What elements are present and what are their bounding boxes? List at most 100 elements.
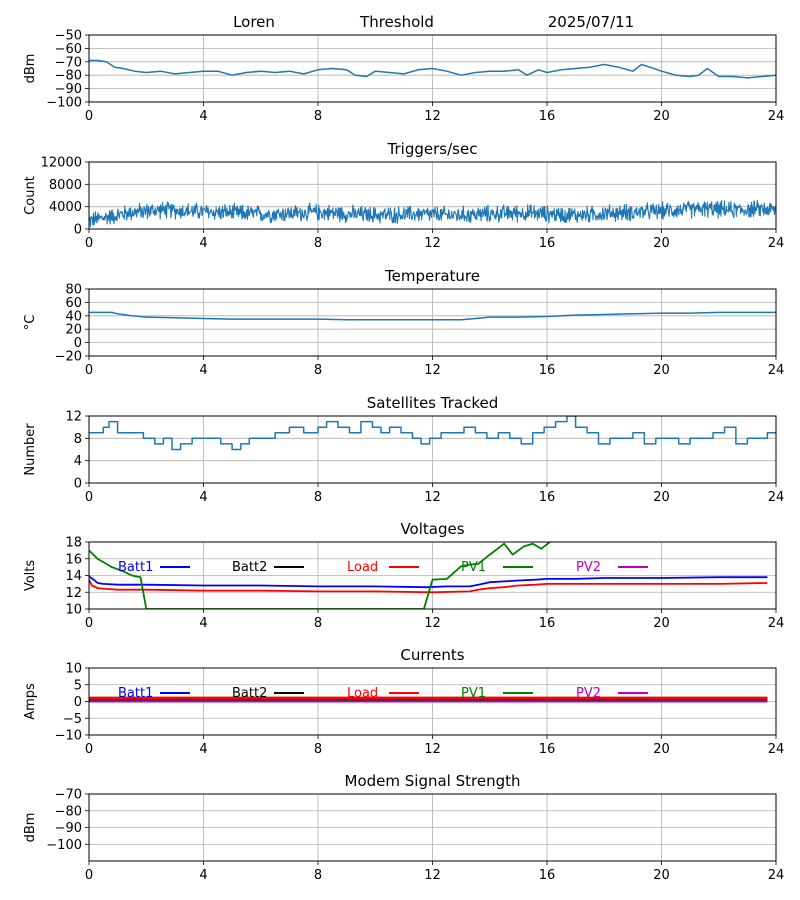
x-tick-label: 20	[653, 109, 670, 124]
x-tick-label: 24	[768, 742, 785, 757]
y-tick-label: −90	[55, 82, 82, 97]
x-tick-label: 24	[768, 868, 785, 883]
y-tick-label: 40	[65, 309, 82, 324]
legend-label: Load	[347, 560, 378, 575]
x-tick-label: 0	[85, 868, 93, 883]
x-tick-label: 16	[539, 490, 556, 505]
x-tick-label: 0	[85, 363, 93, 378]
y-axis-label: °C	[23, 315, 38, 331]
panel-title: Triggers/sec	[387, 140, 478, 158]
x-tick-label: 20	[653, 616, 670, 631]
legend-label: PV2	[576, 686, 601, 701]
x-tick-label: 4	[199, 109, 207, 124]
y-tick-label: 0	[74, 695, 82, 710]
x-tick-label: 0	[85, 616, 93, 631]
series-line-0	[89, 311, 776, 321]
y-tick-label: 4000	[49, 200, 82, 215]
x-tick-label: 12	[424, 868, 441, 883]
y-tick-label: 12	[65, 410, 82, 425]
y-tick-label: −100	[46, 96, 82, 111]
x-tick-label: 0	[85, 109, 93, 124]
legend-label: Batt1	[118, 560, 153, 575]
x-tick-label: 4	[199, 868, 207, 883]
x-tick-label: 16	[539, 616, 556, 631]
series-line-batt1	[89, 575, 768, 589]
y-tick-label: 0	[74, 336, 82, 351]
header-date: 2025/07/11	[548, 13, 634, 31]
series-group	[89, 416, 776, 451]
y-tick-label: −50	[55, 29, 82, 44]
x-tick-label: 20	[653, 236, 670, 251]
panel-satellites: 0 4 8 12 16 20 24 0 4 8 12 Number Satellites Tracked	[23, 394, 784, 505]
y-tick-label: 4	[74, 454, 82, 469]
x-tick-label: 8	[314, 236, 322, 251]
panel-title: Temperature	[384, 267, 480, 285]
y-axis-label: Amps	[23, 683, 38, 720]
y-tick-label: −60	[55, 42, 82, 57]
x-tick-label: 0	[85, 490, 93, 505]
x-tick-label: 24	[768, 236, 785, 251]
panel-modem: 0 4 8 12 16 20 24 −100 −90 −80−70 dBm Modem Signal …	[23, 772, 784, 883]
y-axis-label: Number	[23, 423, 38, 476]
panel-title: Satellites Tracked	[367, 394, 498, 412]
x-tick-label: 16	[539, 236, 556, 251]
legend-label: Batt2	[232, 686, 267, 701]
y-axis-label: dBm	[23, 813, 38, 843]
x-tick-label: 4	[199, 616, 207, 631]
x-tick-label: 24	[768, 109, 785, 124]
series-line-pv1	[89, 542, 551, 609]
x-tick-label: 0	[85, 236, 93, 251]
x-tick-label: 8	[314, 363, 322, 378]
x-tick-label: 24	[768, 363, 785, 378]
x-tick-label: 0	[85, 742, 93, 757]
x-tick-label: 12	[424, 236, 441, 251]
x-tick-label: 8	[314, 868, 322, 883]
panel-title: Currents	[400, 646, 464, 664]
y-tick-label: 16	[65, 552, 82, 567]
x-tick-label: 12	[424, 616, 441, 631]
y-tick-label: 20	[65, 323, 82, 338]
series-group	[89, 542, 768, 609]
x-tick-label: 24	[768, 490, 785, 505]
x-tick-label: 20	[653, 742, 670, 757]
x-tick-label: 4	[199, 490, 207, 505]
x-tick-label: 8	[314, 616, 322, 631]
header-station: Loren	[233, 13, 275, 31]
legend-label: Load	[347, 686, 378, 701]
panel-title: Voltages	[400, 520, 464, 538]
y-tick-label: 8000	[49, 178, 82, 193]
y-tick-label: 12	[65, 586, 82, 601]
y-axis-label: Volts	[23, 560, 38, 592]
y-tick-label: −90	[55, 821, 82, 836]
x-tick-label: 8	[314, 109, 322, 124]
legend-label: Batt1	[118, 686, 153, 701]
y-tick-label: −80	[55, 69, 82, 84]
legend-label: Batt2	[232, 560, 267, 575]
y-tick-label: 10	[65, 603, 82, 618]
y-tick-label: 8	[74, 432, 82, 447]
x-tick-label: 12	[424, 109, 441, 124]
y-tick-label: 14	[65, 569, 82, 584]
series-group	[89, 311, 776, 321]
header-mode: Threshold	[359, 13, 434, 31]
x-tick-label: 20	[653, 363, 670, 378]
series-group	[89, 696, 768, 703]
y-tick-label: −80	[55, 804, 82, 819]
y-tick-label: −70	[55, 788, 82, 803]
x-tick-label: 4	[199, 742, 207, 757]
x-tick-label: 16	[539, 109, 556, 124]
y-tick-label: −70	[55, 55, 82, 70]
x-tick-label: 8	[314, 490, 322, 505]
series-line-0	[89, 59, 776, 79]
x-tick-label: 24	[768, 616, 785, 631]
y-tick-label: 0	[74, 477, 82, 492]
x-tick-label: 12	[424, 363, 441, 378]
panel-noise: 0 4 8 12 16 20 24 −100−90−80−70−60−50 dBm	[23, 29, 784, 125]
y-tick-label: 80	[65, 283, 82, 298]
series-line-0	[89, 199, 776, 227]
legend-label: PV1	[461, 560, 486, 575]
